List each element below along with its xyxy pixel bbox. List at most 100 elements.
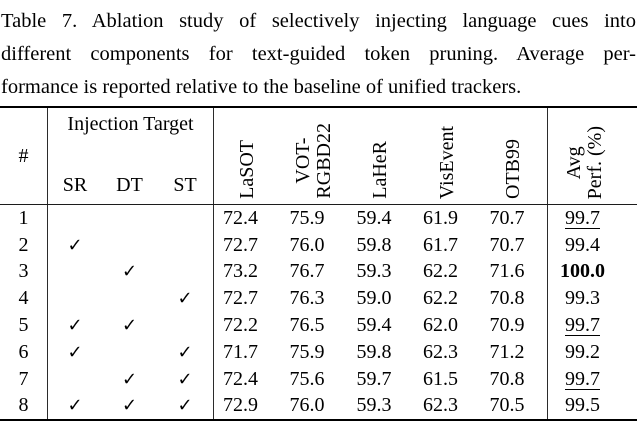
row-3-laher: 59.3: [356, 260, 392, 283]
row-7-check-st: ✓: [157, 366, 213, 393]
row-4-check-dt: [102, 285, 157, 312]
row-8-laher: 59.3: [356, 394, 392, 417]
row-1-check-dt: [102, 205, 157, 232]
row-5-avg-value: 99.7: [565, 314, 600, 337]
row-7-vot: 75.6: [289, 367, 325, 390]
row-5-laher: 59.4: [356, 314, 392, 337]
caption-line-1: Table 7. Ablation study of selectively i…: [1, 10, 636, 32]
row-7-index: 7: [18, 367, 29, 390]
row-4-otb99: 70.8: [489, 287, 525, 310]
row-7-avg-value: 99.7: [565, 367, 600, 390]
row-5-index: 5: [18, 314, 29, 337]
caption-line-3: formance is reported relative to the bas…: [1, 76, 522, 98]
row-6-otb99: 71.2: [489, 340, 525, 363]
row-4-check-st: ✓: [157, 285, 213, 312]
table-caption: Table 7. Ablation study of selectively i…: [0, 0, 637, 106]
row-5-avg: 99.7: [547, 312, 637, 339]
checkmark-icon: ✓: [67, 315, 83, 337]
row-1-laher: 59.4: [356, 206, 392, 229]
row-4-avg: 99.3: [547, 285, 637, 313]
row-8-check-dt: ✓: [102, 393, 157, 420]
row-2-check-st: [157, 232, 213, 259]
row-4-laher: 59.0: [356, 287, 392, 310]
col-header-laher-text: LaHeR: [369, 141, 391, 199]
row-2-avg-value: 99.4: [565, 233, 600, 256]
col-header-otb99-text: OTB99: [502, 139, 524, 199]
row-8-check-sr: ✓: [47, 392, 102, 420]
row-6-lasot: 71.7: [213, 338, 280, 366]
col-header-vot-line1: VOT-: [291, 138, 314, 185]
row-2-otb99: 70.7: [489, 233, 525, 256]
caption-line-2: different components for text-guided tok…: [1, 43, 636, 65]
checkmark-icon: ✓: [67, 234, 83, 256]
row-8-vot: 76.0: [289, 394, 325, 417]
row-5-check-sr: ✓: [47, 312, 102, 339]
table-body: 1 72.4 75.9 59.4 61.9 70.7 99.7 2 ✓ 72.7…: [0, 205, 637, 422]
row-6-avg: 99.2: [547, 338, 637, 366]
row-2-index: 2: [18, 233, 29, 256]
row-3-visevent: 62.2: [423, 260, 458, 283]
row-3-lasot: 73.2: [213, 258, 280, 286]
row-2-vot: 76.0: [289, 233, 325, 256]
row-5-visevent: 62.0: [423, 314, 458, 337]
row-4-index: 4: [18, 287, 29, 310]
col-header-vot-rgbd22: VOT- RGBD22: [280, 108, 347, 204]
col-header-sr: SR: [47, 144, 102, 204]
row-5-check-dt: ✓: [102, 312, 157, 339]
row-7-check-dt: ✓: [102, 366, 157, 393]
row-3-index: 3: [18, 260, 29, 283]
row-6-check-dt: [102, 339, 157, 366]
col-header-visevent: VisEvent: [414, 108, 480, 204]
checkmark-icon: ✓: [121, 315, 138, 337]
row-8-visevent: 62.3: [423, 394, 458, 417]
row-8-avg: 99.5: [547, 392, 637, 420]
col-header-laher: LaHeR: [347, 108, 414, 204]
row-5-otb99: 70.9: [489, 314, 525, 337]
row-8-index: 8: [18, 394, 29, 417]
col-header-avg-perf: Avg Perf. (%): [547, 108, 637, 204]
row-6-check-st: ✓: [157, 339, 213, 366]
row-3-avg-value: 100.0: [560, 260, 605, 283]
checkmark-icon: ✓: [67, 395, 83, 417]
row-6-laher: 59.8: [356, 340, 392, 363]
col-header-lasot: LaSOT: [213, 108, 280, 204]
ablation-table: # Injection Target SR DT ST LaSOT VOT- R…: [0, 106, 637, 422]
checkmark-icon: ✓: [121, 261, 138, 283]
col-header-avg-line1: Avg: [562, 145, 585, 179]
row-3-check-sr: [47, 258, 102, 286]
group-header-injection-target: Injection Target: [47, 108, 213, 144]
row-6-avg-value: 99.2: [565, 340, 600, 363]
row-1-visevent: 61.9: [423, 206, 458, 229]
row-1-otb99: 70.7: [489, 206, 525, 229]
row-6-index: 6: [18, 340, 29, 363]
row-5-check-st: [157, 312, 213, 339]
row-2-visevent: 61.7: [423, 233, 458, 256]
col-header-st: ST: [173, 174, 197, 196]
checkmark-icon: ✓: [121, 395, 138, 417]
row-2-laher: 59.8: [356, 233, 392, 256]
row-7-avg: 99.7: [547, 365, 637, 393]
row-1-check-st: [157, 205, 213, 232]
row-3-otb99: 71.6: [489, 260, 525, 283]
checkmark-icon: ✓: [177, 288, 193, 310]
row-6-visevent: 62.3: [423, 340, 458, 363]
row-7-otb99: 70.8: [489, 367, 525, 390]
col-header-avg-line2: Perf. (%): [583, 125, 606, 199]
col-header-dt: DT: [116, 174, 143, 196]
row-2-lasot: 72.7: [213, 231, 280, 259]
col-header-lasot-text: LaSOT: [235, 140, 258, 199]
row-1-lasot: 72.4: [213, 205, 280, 232]
row-3-vot: 76.7: [289, 260, 325, 283]
col-header-vot-line2: RGBD22: [312, 123, 335, 199]
row-1-index: 1: [18, 206, 29, 229]
row-8-check-st: ✓: [157, 393, 213, 420]
row-4-vot: 76.3: [289, 287, 325, 310]
row-4-visevent: 62.2: [423, 287, 458, 310]
row-8-otb99: 70.5: [489, 394, 525, 417]
checkmark-icon: ✓: [177, 341, 193, 363]
table-header: # Injection Target SR DT ST LaSOT VOT- R…: [0, 106, 637, 205]
row-2-check-sr: ✓: [47, 231, 102, 259]
row-5-lasot: 72.2: [213, 312, 280, 339]
row-3-check-st: [157, 259, 213, 286]
row-1-avg-value: 99.7: [565, 206, 600, 229]
